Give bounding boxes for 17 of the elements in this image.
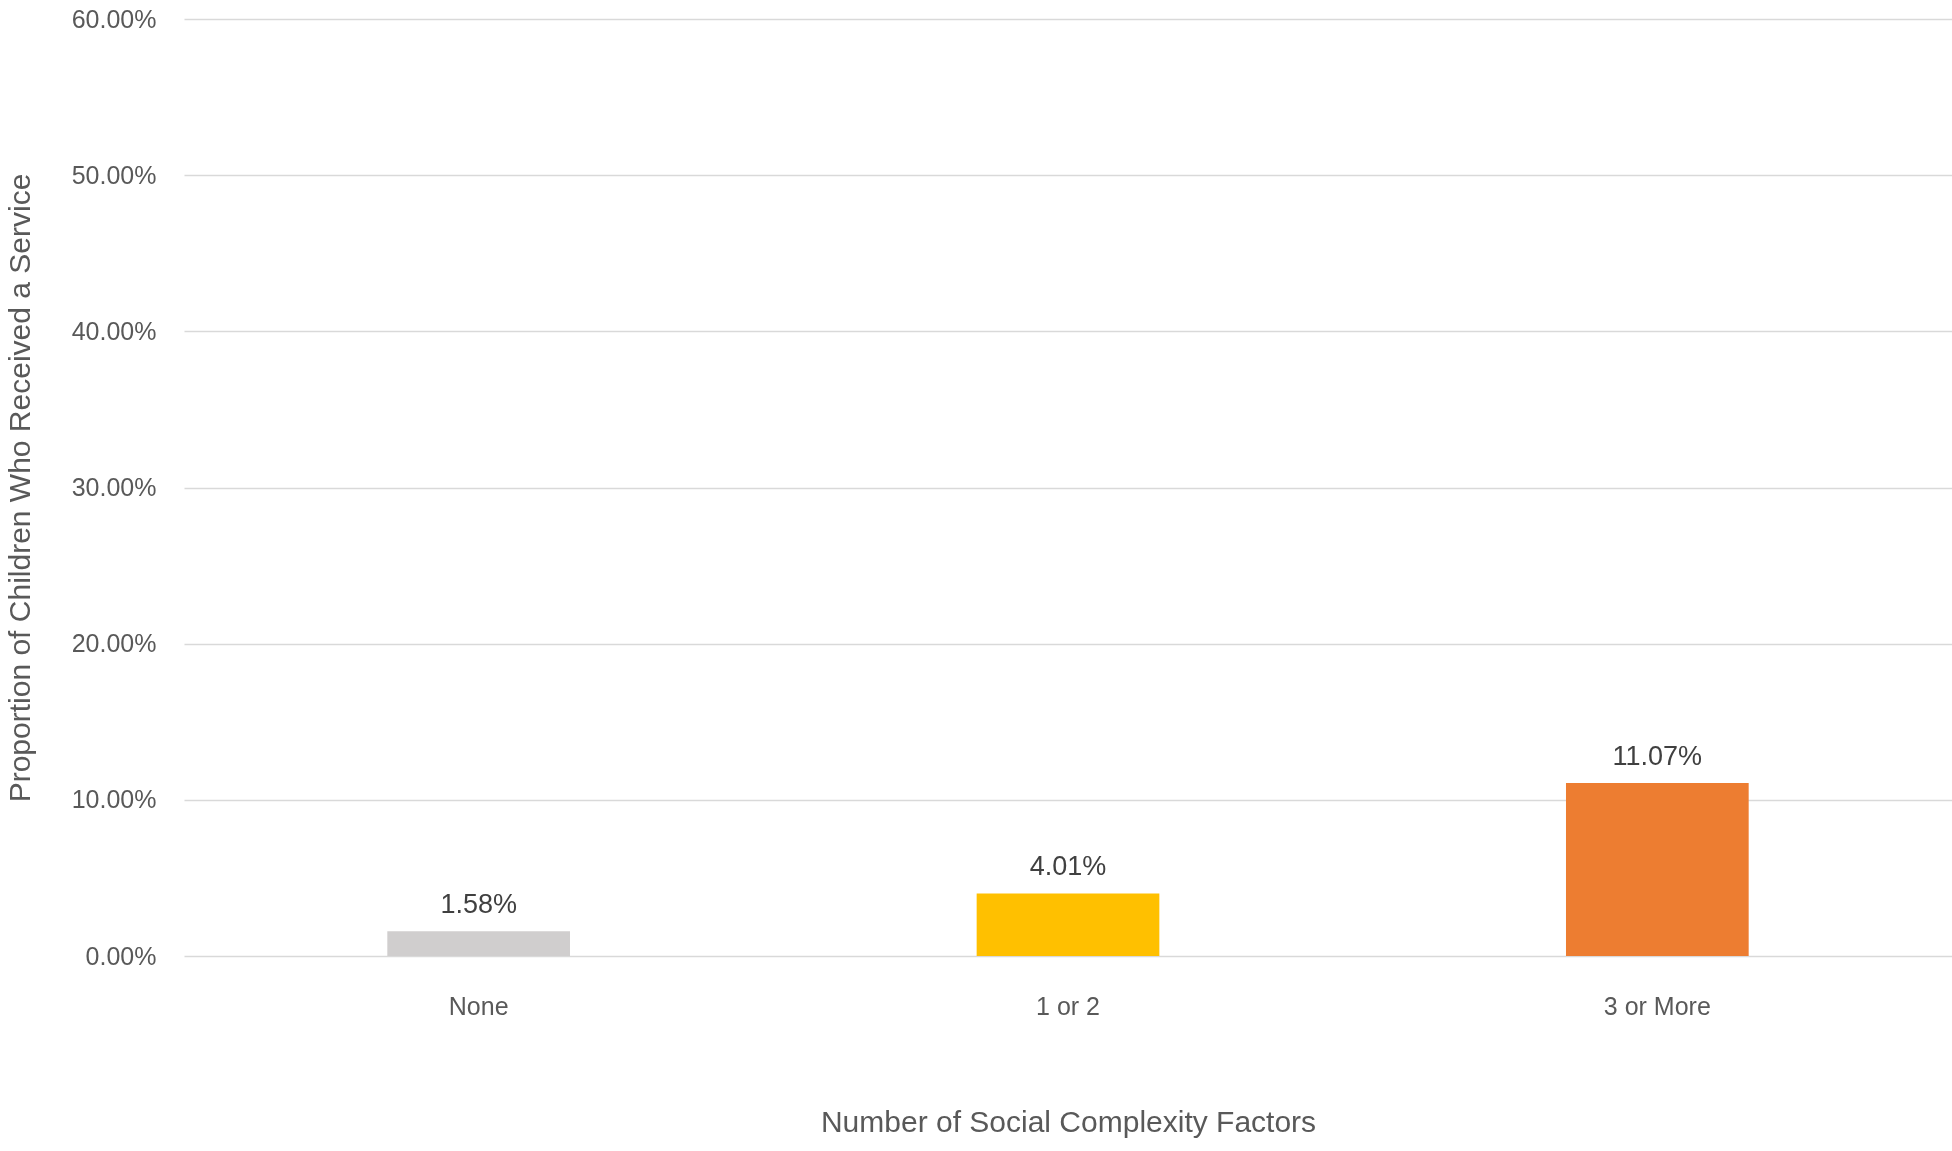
y-tick-label: 50.00% <box>71 160 157 189</box>
bar <box>976 893 1160 956</box>
y-tick-label: 10.00% <box>71 785 157 814</box>
data-label: 1.58% <box>440 889 517 920</box>
y-tick-label: 60.00% <box>71 4 157 33</box>
bar <box>1565 783 1749 956</box>
data-label: 11.07% <box>1612 741 1703 772</box>
x-tick-label: 1 or 2 <box>1036 991 1100 1020</box>
y-tick-label: 20.00% <box>71 629 157 658</box>
y-tick-label: 0.00% <box>85 941 157 970</box>
x-tick-label: None <box>448 991 509 1020</box>
data-label: 4.01% <box>1029 851 1107 882</box>
y-tick-label: 30.00% <box>71 473 157 501</box>
x-tick-label: 3 or More <box>1603 991 1711 1020</box>
y-axis-title: Proportion of Children Who Received a Service <box>2 173 36 803</box>
y-tick-label: 40.00% <box>71 316 157 345</box>
x-axis-title: Number of Social Complexity Factors <box>820 1104 1317 1138</box>
